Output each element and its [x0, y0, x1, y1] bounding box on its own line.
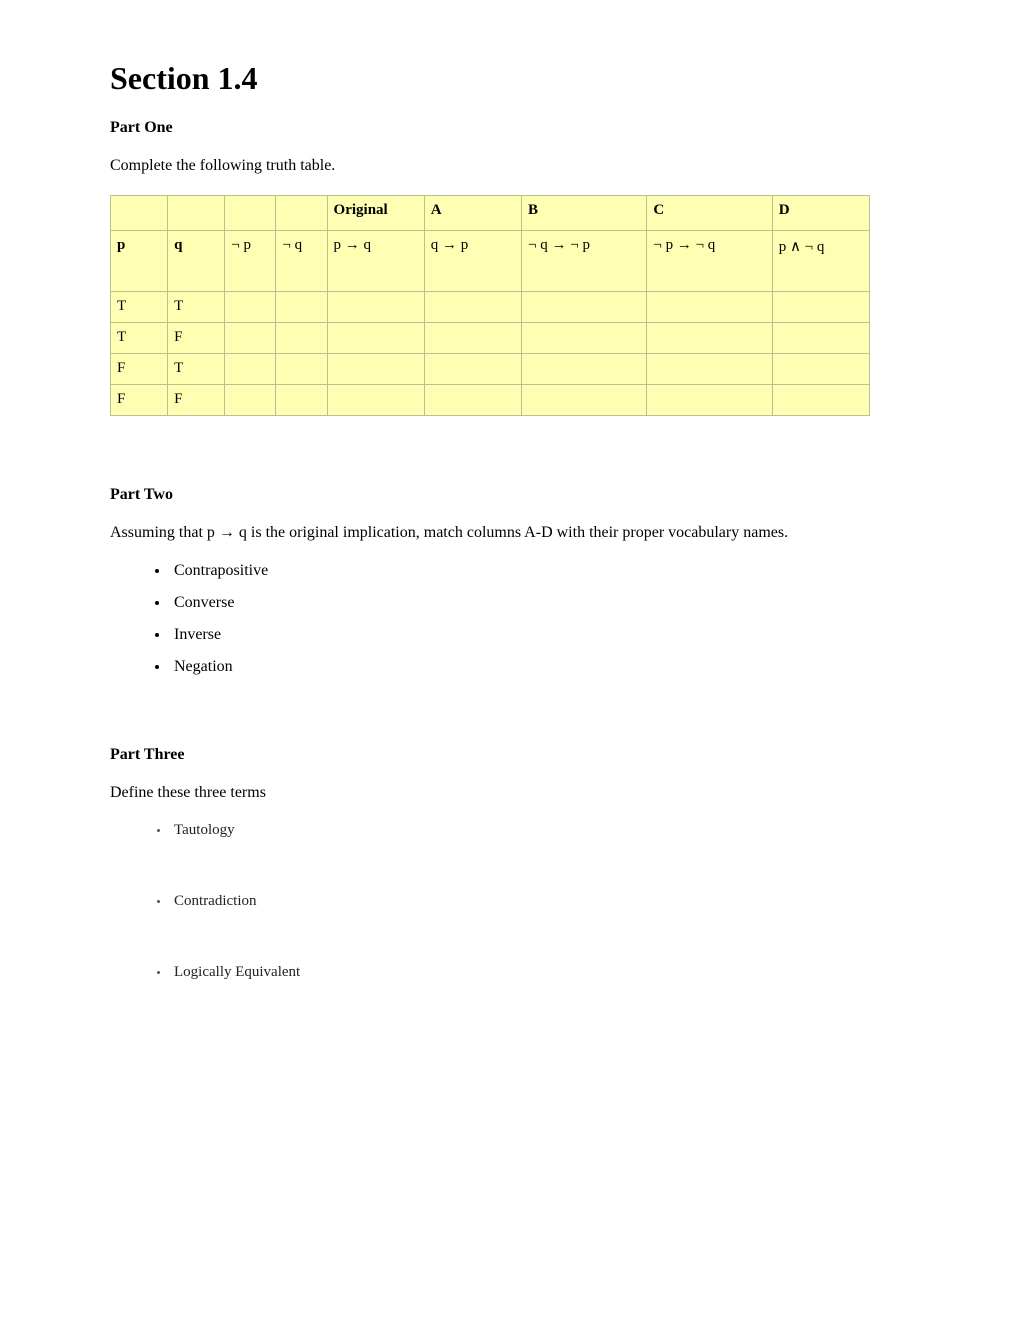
table-cell: ¬ q: [276, 231, 327, 292]
table-cell: [424, 292, 521, 323]
table-header-row: Original A B C D: [111, 196, 870, 231]
part-three-heading: Part Three: [110, 746, 910, 764]
table-header-cell: [225, 196, 276, 231]
table-cell: [647, 323, 772, 354]
table-header-cell: D: [772, 196, 869, 231]
table-header-cell: A: [424, 196, 521, 231]
table-cell: [522, 292, 647, 323]
table-cell: [647, 292, 772, 323]
table-header-cell: C: [647, 196, 772, 231]
table-cell: [772, 385, 869, 416]
truth-table: Original A B C D p q ¬ p ¬ q p → q q → p…: [110, 195, 870, 416]
table-cell: [276, 323, 327, 354]
table-header-cell: [111, 196, 168, 231]
table-cell: p → q: [327, 231, 424, 292]
table-cell: T: [168, 354, 225, 385]
table-header-cell: [168, 196, 225, 231]
table-formula-row: p q ¬ p ¬ q p → q q → p ¬ q → ¬ p ¬ p → …: [111, 231, 870, 292]
table-cell: [276, 385, 327, 416]
table-cell: [424, 385, 521, 416]
table-cell: [522, 323, 647, 354]
table-cell: [276, 354, 327, 385]
list-item: Converse: [170, 594, 910, 612]
part-three-instruction: Define these three terms: [110, 784, 910, 802]
part-two-heading: Part Two: [110, 486, 910, 504]
table-row: T T: [111, 292, 870, 323]
table-cell: T: [111, 323, 168, 354]
table-cell: [327, 292, 424, 323]
table-header-cell: B: [522, 196, 647, 231]
table-cell: p ∧ ¬ q: [772, 231, 869, 292]
table-cell: F: [111, 385, 168, 416]
table-cell: ¬ p → ¬ q: [647, 231, 772, 292]
table-cell: ¬ p: [225, 231, 276, 292]
definitions-list: Tautology Contradiction Logically Equiva…: [150, 822, 910, 981]
table-cell: [276, 292, 327, 323]
part-two-instruction: Assuming that p → q is the original impl…: [110, 524, 910, 542]
table-cell: F: [168, 385, 225, 416]
table-cell: T: [168, 292, 225, 323]
table-cell: [424, 354, 521, 385]
table-cell: [647, 385, 772, 416]
table-cell: [647, 354, 772, 385]
list-item: Negation: [170, 658, 910, 676]
part-one-heading: Part One: [110, 119, 910, 137]
list-item: Tautology: [170, 822, 910, 839]
vocab-list: Contrapositive Converse Inverse Negation: [150, 562, 910, 676]
table-cell: [522, 354, 647, 385]
table-cell: [772, 323, 869, 354]
table-cell: T: [111, 292, 168, 323]
table-row: T F: [111, 323, 870, 354]
table-cell: q → p: [424, 231, 521, 292]
table-cell: [522, 385, 647, 416]
list-item: Inverse: [170, 626, 910, 644]
table-cell: p: [111, 231, 168, 292]
table-cell: [772, 292, 869, 323]
table-header-cell: Original: [327, 196, 424, 231]
table-cell: [225, 323, 276, 354]
table-row: F F: [111, 385, 870, 416]
list-item: Contradiction: [170, 893, 910, 910]
page-title: Section 1.4: [110, 60, 910, 97]
table-cell: q: [168, 231, 225, 292]
table-cell: [327, 323, 424, 354]
part-one-instruction: Complete the following truth table.: [110, 157, 910, 175]
table-cell: [424, 323, 521, 354]
table-cell: F: [168, 323, 225, 354]
table-cell: [225, 292, 276, 323]
list-item: Logically Equivalent: [170, 964, 910, 981]
table-cell: [327, 385, 424, 416]
table-cell: [772, 354, 869, 385]
table-header-cell: [276, 196, 327, 231]
table-cell: ¬ q → ¬ p: [522, 231, 647, 292]
table-row: F T: [111, 354, 870, 385]
table-cell: [225, 385, 276, 416]
table-cell: [225, 354, 276, 385]
table-cell: [327, 354, 424, 385]
list-item: Contrapositive: [170, 562, 910, 580]
table-cell: F: [111, 354, 168, 385]
